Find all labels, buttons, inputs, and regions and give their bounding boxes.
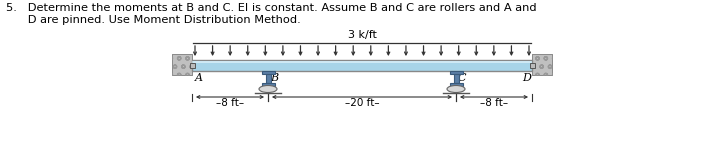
Text: D: D: [522, 73, 531, 83]
Bar: [172, 54, 192, 75]
Ellipse shape: [447, 85, 465, 92]
Bar: [532, 54, 552, 75]
Bar: [261, 71, 275, 73]
Text: 3 k/ft: 3 k/ft: [348, 30, 377, 40]
Bar: [192, 60, 532, 71]
Bar: [450, 71, 462, 73]
Text: D are pinned. Use Moment Distribution Method.: D are pinned. Use Moment Distribution Me…: [6, 15, 301, 25]
Text: C: C: [458, 73, 467, 83]
Text: –20 ft–: –20 ft–: [345, 98, 379, 108]
Text: –8 ft–: –8 ft–: [216, 98, 244, 108]
Text: A: A: [195, 73, 203, 83]
Text: B: B: [270, 73, 278, 83]
Bar: [266, 73, 270, 83]
Text: 5.   Determine the moments at B and C. EI is constant. Assume B and C are roller: 5. Determine the moments at B and C. EI …: [6, 3, 537, 13]
Bar: [450, 83, 462, 85]
Bar: [532, 54, 552, 75]
Bar: [530, 63, 535, 68]
Bar: [172, 54, 192, 75]
Bar: [261, 83, 275, 85]
Bar: [190, 63, 195, 68]
Text: –8 ft–: –8 ft–: [480, 98, 508, 108]
Ellipse shape: [259, 85, 277, 92]
Bar: [454, 73, 459, 83]
